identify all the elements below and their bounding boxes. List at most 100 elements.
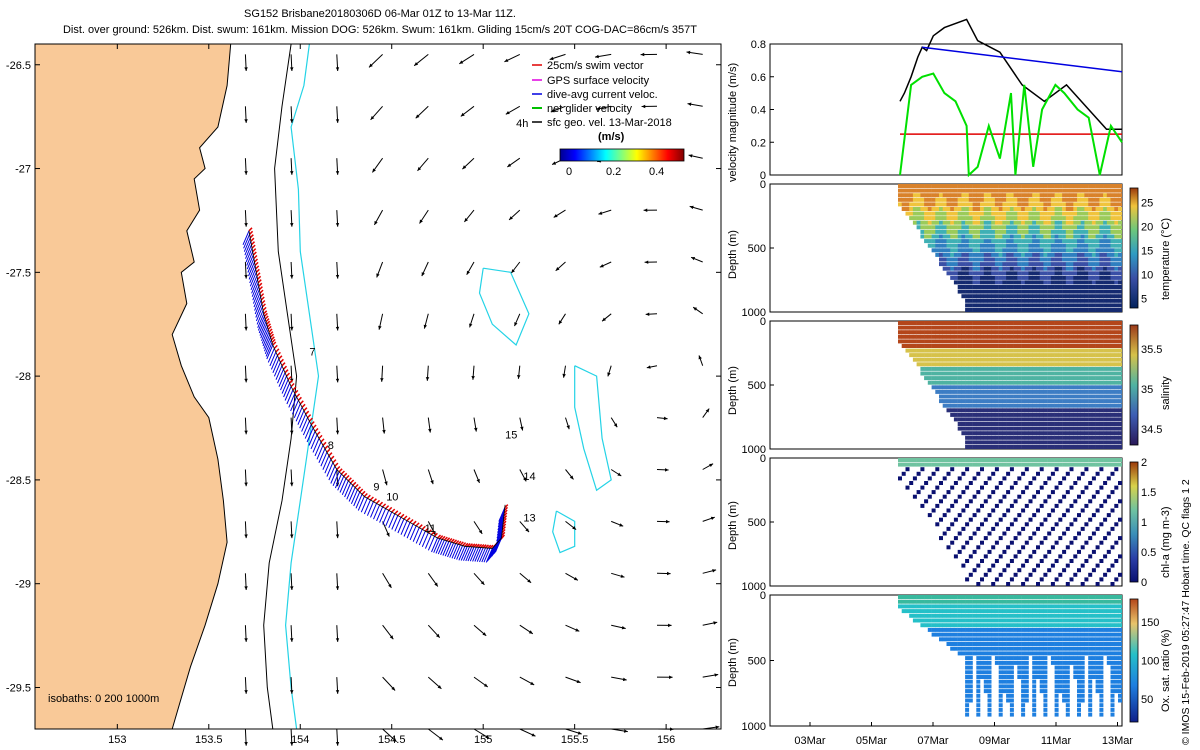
oxygen-section-point [1054, 642, 1059, 646]
salinity-section-point [953, 394, 958, 399]
temperature-section-point [1009, 225, 1014, 230]
oxygen-section-point [1065, 656, 1070, 661]
temperature-section-point [939, 252, 943, 257]
temperature-section-point [987, 184, 992, 188]
dac-vector [255, 303, 263, 318]
salinity-section-point [1013, 426, 1018, 431]
salinity-section-point [1114, 399, 1119, 404]
chla-section-point [1077, 476, 1081, 481]
temperature-section-point [987, 294, 992, 299]
chla-section-point [1080, 490, 1085, 495]
salinity-section-point [1032, 385, 1037, 390]
salinity-section-point [1065, 376, 1070, 381]
salinity-section-point [1043, 403, 1048, 408]
geo-vector-head [335, 378, 340, 383]
swim-vector [336, 465, 341, 471]
temperature-section-point [1069, 220, 1074, 225]
salinity-section-point [1114, 417, 1119, 422]
temperature-section-point [950, 239, 955, 244]
oxygen-section-point [980, 632, 984, 637]
oxygen-section-point [1088, 684, 1093, 689]
temperature-section-point [942, 202, 947, 207]
temperature-section-point [1006, 225, 1011, 230]
salinity-section-point [1118, 339, 1122, 344]
temperature-section-point [968, 298, 973, 303]
oxygen-section-point [961, 618, 966, 623]
temperature-section-point [939, 216, 943, 221]
salinity-section-point [1050, 408, 1055, 413]
salinity-section-point [1050, 330, 1055, 335]
chla-section-point [1043, 481, 1048, 485]
temperature-section-point [931, 193, 936, 198]
chla-section-point [1054, 503, 1059, 508]
salinity-section-point [972, 389, 977, 394]
salinity-section-point [927, 376, 932, 381]
temperature-section-point [950, 211, 955, 216]
salinity-section-point [1043, 445, 1048, 449]
chla-section-point [1054, 485, 1059, 490]
oxygen-section-point [980, 675, 984, 679]
oxygen-section-point [1032, 698, 1037, 703]
temperature-section-point [976, 239, 981, 244]
temperature-section-point [1065, 280, 1070, 285]
oxygen-section-point [946, 609, 951, 614]
temperature-section-point [1103, 193, 1108, 198]
temperature-section-point [983, 243, 988, 248]
salinity-section-point [909, 321, 914, 325]
temperature-section-point [1099, 229, 1104, 234]
oxygen-section-point [1002, 665, 1007, 670]
salinity-section-point [980, 325, 984, 330]
salinity-section-point [1036, 389, 1040, 394]
salinity-section-point [976, 399, 981, 404]
temperature-section-point [972, 294, 977, 299]
oxygen-section-point [987, 642, 992, 646]
chla-section-point [1024, 559, 1029, 563]
temperature-section-point [1062, 294, 1067, 299]
chla-section-point [983, 572, 988, 577]
salinity-section-point [946, 403, 951, 408]
temperature-section-point [1106, 285, 1111, 289]
temperature-section-point [1099, 184, 1104, 188]
chla-section-point [1088, 572, 1093, 577]
oxygen-section-point [905, 604, 910, 609]
oxygen-section-point [920, 613, 925, 618]
salinity-section-point [987, 362, 992, 367]
swim-vector [263, 312, 268, 317]
dive-number: 10 [386, 492, 398, 504]
temperature-section-point [1024, 216, 1029, 221]
salinity-section-point [1069, 321, 1074, 325]
oxygen-section-point [1039, 646, 1044, 651]
oxygen-section-point [1050, 604, 1055, 609]
temperature-section-point [1043, 216, 1048, 221]
salinity-section-point [1058, 339, 1063, 344]
chla-section-point [1009, 559, 1014, 563]
temperature-section-point [905, 188, 910, 193]
temperature-section-point [983, 303, 988, 308]
temperature-section-point [1028, 188, 1033, 193]
oxygen-section-point [1099, 613, 1104, 618]
swim-vector [403, 515, 408, 520]
chla-section-point [957, 531, 962, 536]
temperature-section-point [987, 239, 992, 244]
temperature-section-point [1077, 275, 1081, 280]
temperature-section-point [1002, 248, 1007, 253]
salinity-section-point [1006, 417, 1011, 422]
temperature-section-point [931, 234, 936, 239]
salinity-section-point [1047, 422, 1052, 426]
geo-vector-head [290, 430, 294, 435]
oxygen-section-point [1043, 618, 1048, 623]
chla-section-point [1058, 462, 1063, 467]
oxygen-section-point [965, 637, 970, 642]
oxygen-section-point [1073, 613, 1078, 618]
temperature-section-point [1095, 229, 1100, 234]
temperature-section-point [953, 216, 958, 221]
chla-section-point [998, 499, 1003, 504]
salinity-section-point [1024, 339, 1029, 344]
temperature-section-point [1114, 234, 1119, 239]
oxygen-section-point [983, 646, 988, 651]
chla-section-point [1095, 508, 1100, 513]
temperature-section-point [1017, 294, 1022, 299]
chla-section-point [998, 572, 1003, 577]
temperature-section-point [942, 207, 947, 211]
salinity-section-point [961, 385, 966, 390]
